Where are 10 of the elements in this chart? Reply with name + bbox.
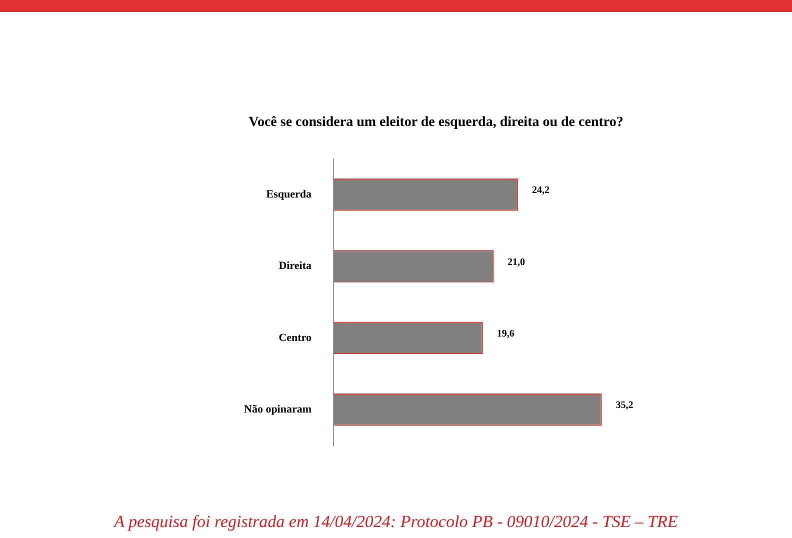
data-label: 24,2: [532, 185, 550, 196]
chart-title: Você se considera um eleitor de esquerda, direita ou de centro?: [248, 115, 624, 130]
data-label: 21,0: [508, 256, 526, 268]
y-tick-label: Esquerda: [266, 188, 312, 200]
y-tick-label: Não opinaram: [244, 403, 312, 416]
data-label: 19,6: [496, 328, 514, 340]
data-label: 35,2: [616, 400, 634, 412]
text: A pesquisa foi registrada em 14/04/2024: Protocolo PB - 09010/2024 - TSE – TRE: [112, 512, 679, 532]
y-tick-label: Centro: [278, 332, 312, 344]
y-tick-label: Direita: [278, 260, 312, 272]
